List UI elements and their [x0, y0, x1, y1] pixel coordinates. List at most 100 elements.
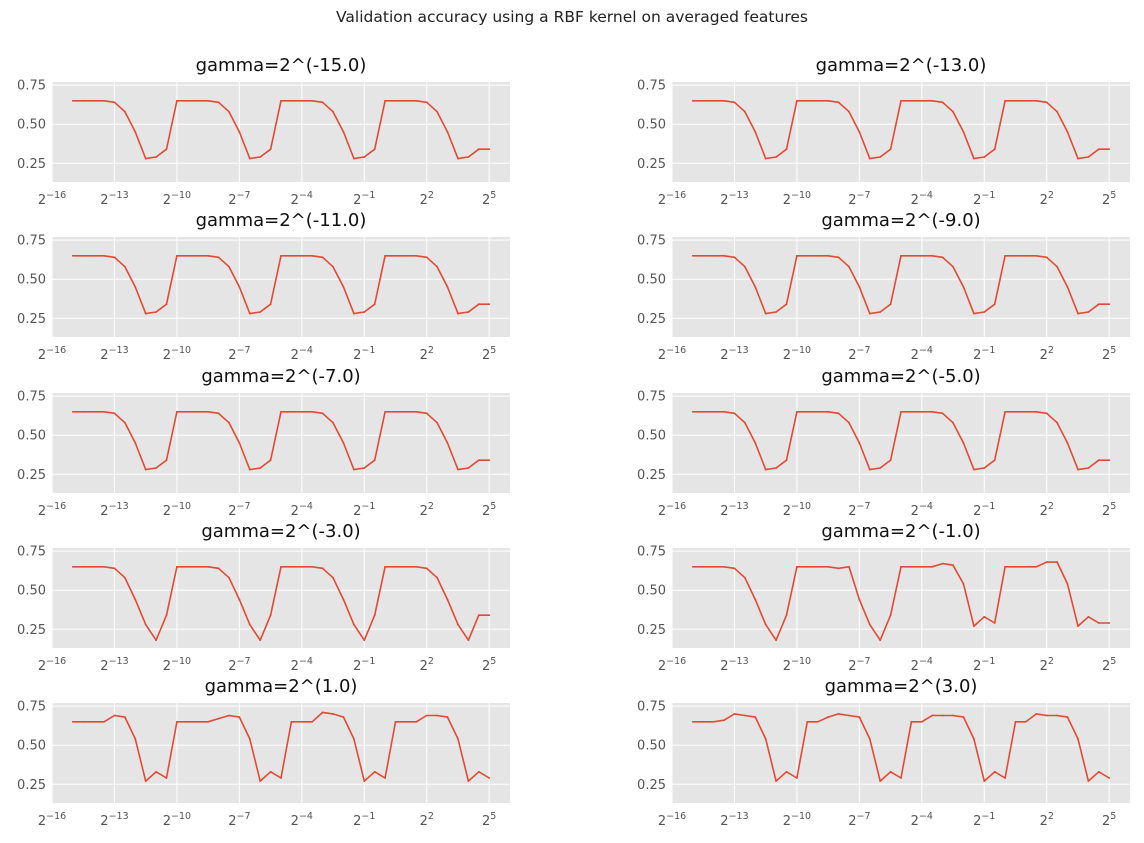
data-point — [488, 148, 491, 151]
data-point — [384, 777, 386, 779]
data-point — [827, 99, 830, 102]
x-tick-label: 2−4 — [291, 656, 313, 674]
data-point — [176, 254, 178, 257]
data-point — [900, 99, 902, 102]
data-point — [446, 598, 449, 601]
x-tick-label: 25 — [1102, 501, 1116, 519]
data-point — [373, 614, 376, 617]
data-point — [165, 459, 168, 462]
data-point — [889, 459, 892, 462]
data-point — [321, 567, 324, 570]
data-point — [712, 410, 715, 413]
data-point — [394, 720, 397, 723]
data-point — [238, 131, 241, 133]
data-point — [1087, 156, 1090, 158]
data-point — [910, 99, 913, 102]
x-tick-label: 2−1 — [973, 811, 995, 829]
data-point — [228, 714, 230, 717]
data-point — [764, 312, 767, 315]
y-tick-label: 0.50 — [637, 429, 666, 444]
data-point — [259, 780, 262, 783]
data-point — [394, 99, 397, 102]
x-tick-label: 2−7 — [848, 501, 870, 519]
x-tick-label: 25 — [482, 345, 496, 363]
data-point — [207, 254, 210, 257]
data-point — [290, 720, 293, 723]
data-point — [816, 565, 819, 568]
data-point — [82, 720, 85, 723]
x-tick-label: 2−16 — [38, 811, 66, 829]
data-point — [952, 421, 954, 424]
y-tick-label: 0.75 — [637, 390, 666, 405]
x-tick-label: 2−13 — [720, 501, 748, 519]
data-point — [983, 780, 986, 783]
y-tick-label: 0.50 — [17, 739, 46, 754]
data-point — [467, 311, 470, 313]
data-point — [837, 101, 840, 104]
data-point — [1035, 99, 1038, 102]
y-tick-label: 0.50 — [637, 273, 666, 288]
data-point — [321, 101, 324, 104]
data-point — [712, 720, 715, 723]
data-point — [962, 442, 965, 444]
x-tick-label: 22 — [1040, 656, 1054, 674]
data-point — [952, 564, 954, 567]
data-point — [217, 101, 220, 104]
x-tick-label: 2−7 — [228, 345, 250, 363]
data-point — [123, 716, 126, 718]
y-tick-label: 0.75 — [17, 390, 46, 405]
data-point — [754, 442, 757, 444]
x-tick-label: 2−10 — [163, 656, 191, 674]
data-point — [405, 254, 407, 257]
subplot-1: 0.25 0.50 0.75 2−16 2−13 2−10 2−7 2−4 2−1 22 25 gam… — [17, 55, 510, 208]
data-point — [827, 565, 830, 568]
data-point — [1035, 713, 1038, 715]
data-point — [155, 311, 157, 313]
data-point — [321, 412, 324, 415]
subplot-9: 0.25 0.50 0.75 2−16 2−13 2−10 2−7 2−4 2−1 22 25 gam… — [17, 676, 510, 829]
subplot-title: gamma=2^(1.0) — [205, 676, 358, 697]
data-point — [352, 157, 355, 160]
data-point — [900, 254, 902, 257]
data-point — [920, 410, 923, 413]
data-point — [394, 410, 397, 413]
x-tick-label: 2−13 — [720, 345, 748, 363]
data-point — [92, 254, 95, 257]
data-point — [488, 777, 491, 779]
data-point — [248, 312, 251, 315]
data-point — [405, 99, 407, 102]
data-point — [415, 565, 418, 568]
x-tick-label: 2−13 — [720, 811, 748, 829]
data-point — [82, 99, 85, 102]
data-point — [384, 410, 386, 413]
data-point — [71, 565, 74, 568]
data-point — [134, 598, 137, 601]
data-point — [228, 110, 230, 113]
y-tick-label: 0.50 — [17, 118, 46, 133]
data-point — [71, 410, 74, 413]
data-point — [743, 421, 746, 424]
data-point — [900, 565, 902, 568]
data-point — [816, 99, 819, 102]
data-point — [217, 412, 220, 415]
x-tick-label: 2−10 — [163, 190, 191, 208]
data-point — [879, 311, 882, 313]
plot-area — [52, 703, 510, 803]
data-point — [467, 467, 470, 469]
data-point — [467, 780, 470, 783]
subplot-6: 0.25 0.50 0.75 2−16 2−13 2−10 2−7 2−4 2−1 22 25 gam… — [637, 366, 1130, 519]
subplot-7: 0.25 0.50 0.75 2−16 2−13 2−10 2−7 2−4 2−1 22 25 gam… — [17, 521, 510, 674]
data-point — [775, 780, 777, 783]
data-point — [1097, 622, 1100, 624]
data-point — [436, 714, 439, 717]
data-point — [103, 565, 105, 568]
subplot-title: gamma=2^(-7.0) — [201, 366, 360, 387]
x-tick-label: 25 — [482, 190, 496, 208]
x-tick-label: 25 — [482, 656, 496, 674]
data-point — [1087, 780, 1090, 783]
data-point — [837, 713, 840, 715]
data-point — [123, 110, 126, 113]
x-tick-label: 2−13 — [100, 501, 128, 519]
x-tick-label: 2−1 — [353, 501, 375, 519]
data-point — [743, 110, 746, 113]
